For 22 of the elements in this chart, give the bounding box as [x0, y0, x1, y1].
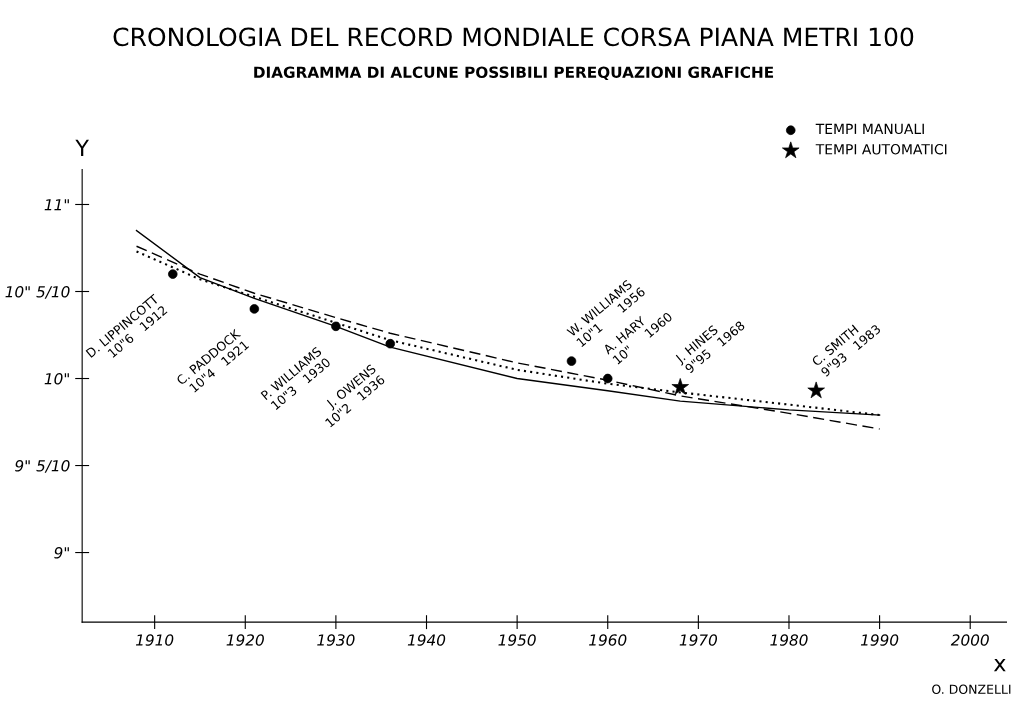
y-tick-label: 10" 5/10 — [5, 285, 70, 299]
x-tick-label: 1960 — [589, 634, 627, 646]
y-tick-label: 11" — [44, 199, 69, 211]
x-tick-label: 1940 — [407, 634, 446, 646]
y-tick-label: 9" — [54, 547, 69, 559]
x-axis-title: x — [993, 659, 1006, 672]
x-tick-label: 1930 — [317, 634, 355, 646]
x-tick-label: 1980 — [770, 634, 808, 646]
legend-label: TEMPI AUTOMATICI — [815, 143, 947, 155]
y-tick-label: 10" — [44, 372, 69, 385]
x-tick-label: 1910 — [135, 634, 174, 646]
chart-title: CRONOLOGIA DEL RECORD MONDIALE CORSA PIANA METRI 100 — [113, 27, 914, 47]
legend-label: TEMPI MANUALI — [815, 123, 924, 135]
text: O. DONZELLI — [932, 684, 1011, 694]
x-tick-label: 1990 — [860, 634, 899, 646]
x-tick-label: 2000 — [950, 634, 989, 646]
y-tick-label: 9" 5/10 — [15, 460, 70, 473]
y-axis-title: Y — [75, 139, 89, 157]
x-tick-label: 1970 — [679, 634, 718, 646]
chart-subtitle: DIAGRAMMA DI ALCUNE POSSIBILI PEREQUAZIONI GRAFICHE — [254, 66, 774, 80]
x-tick-label: 1950 — [498, 634, 536, 646]
x-tick-label: 1920 — [226, 634, 264, 646]
